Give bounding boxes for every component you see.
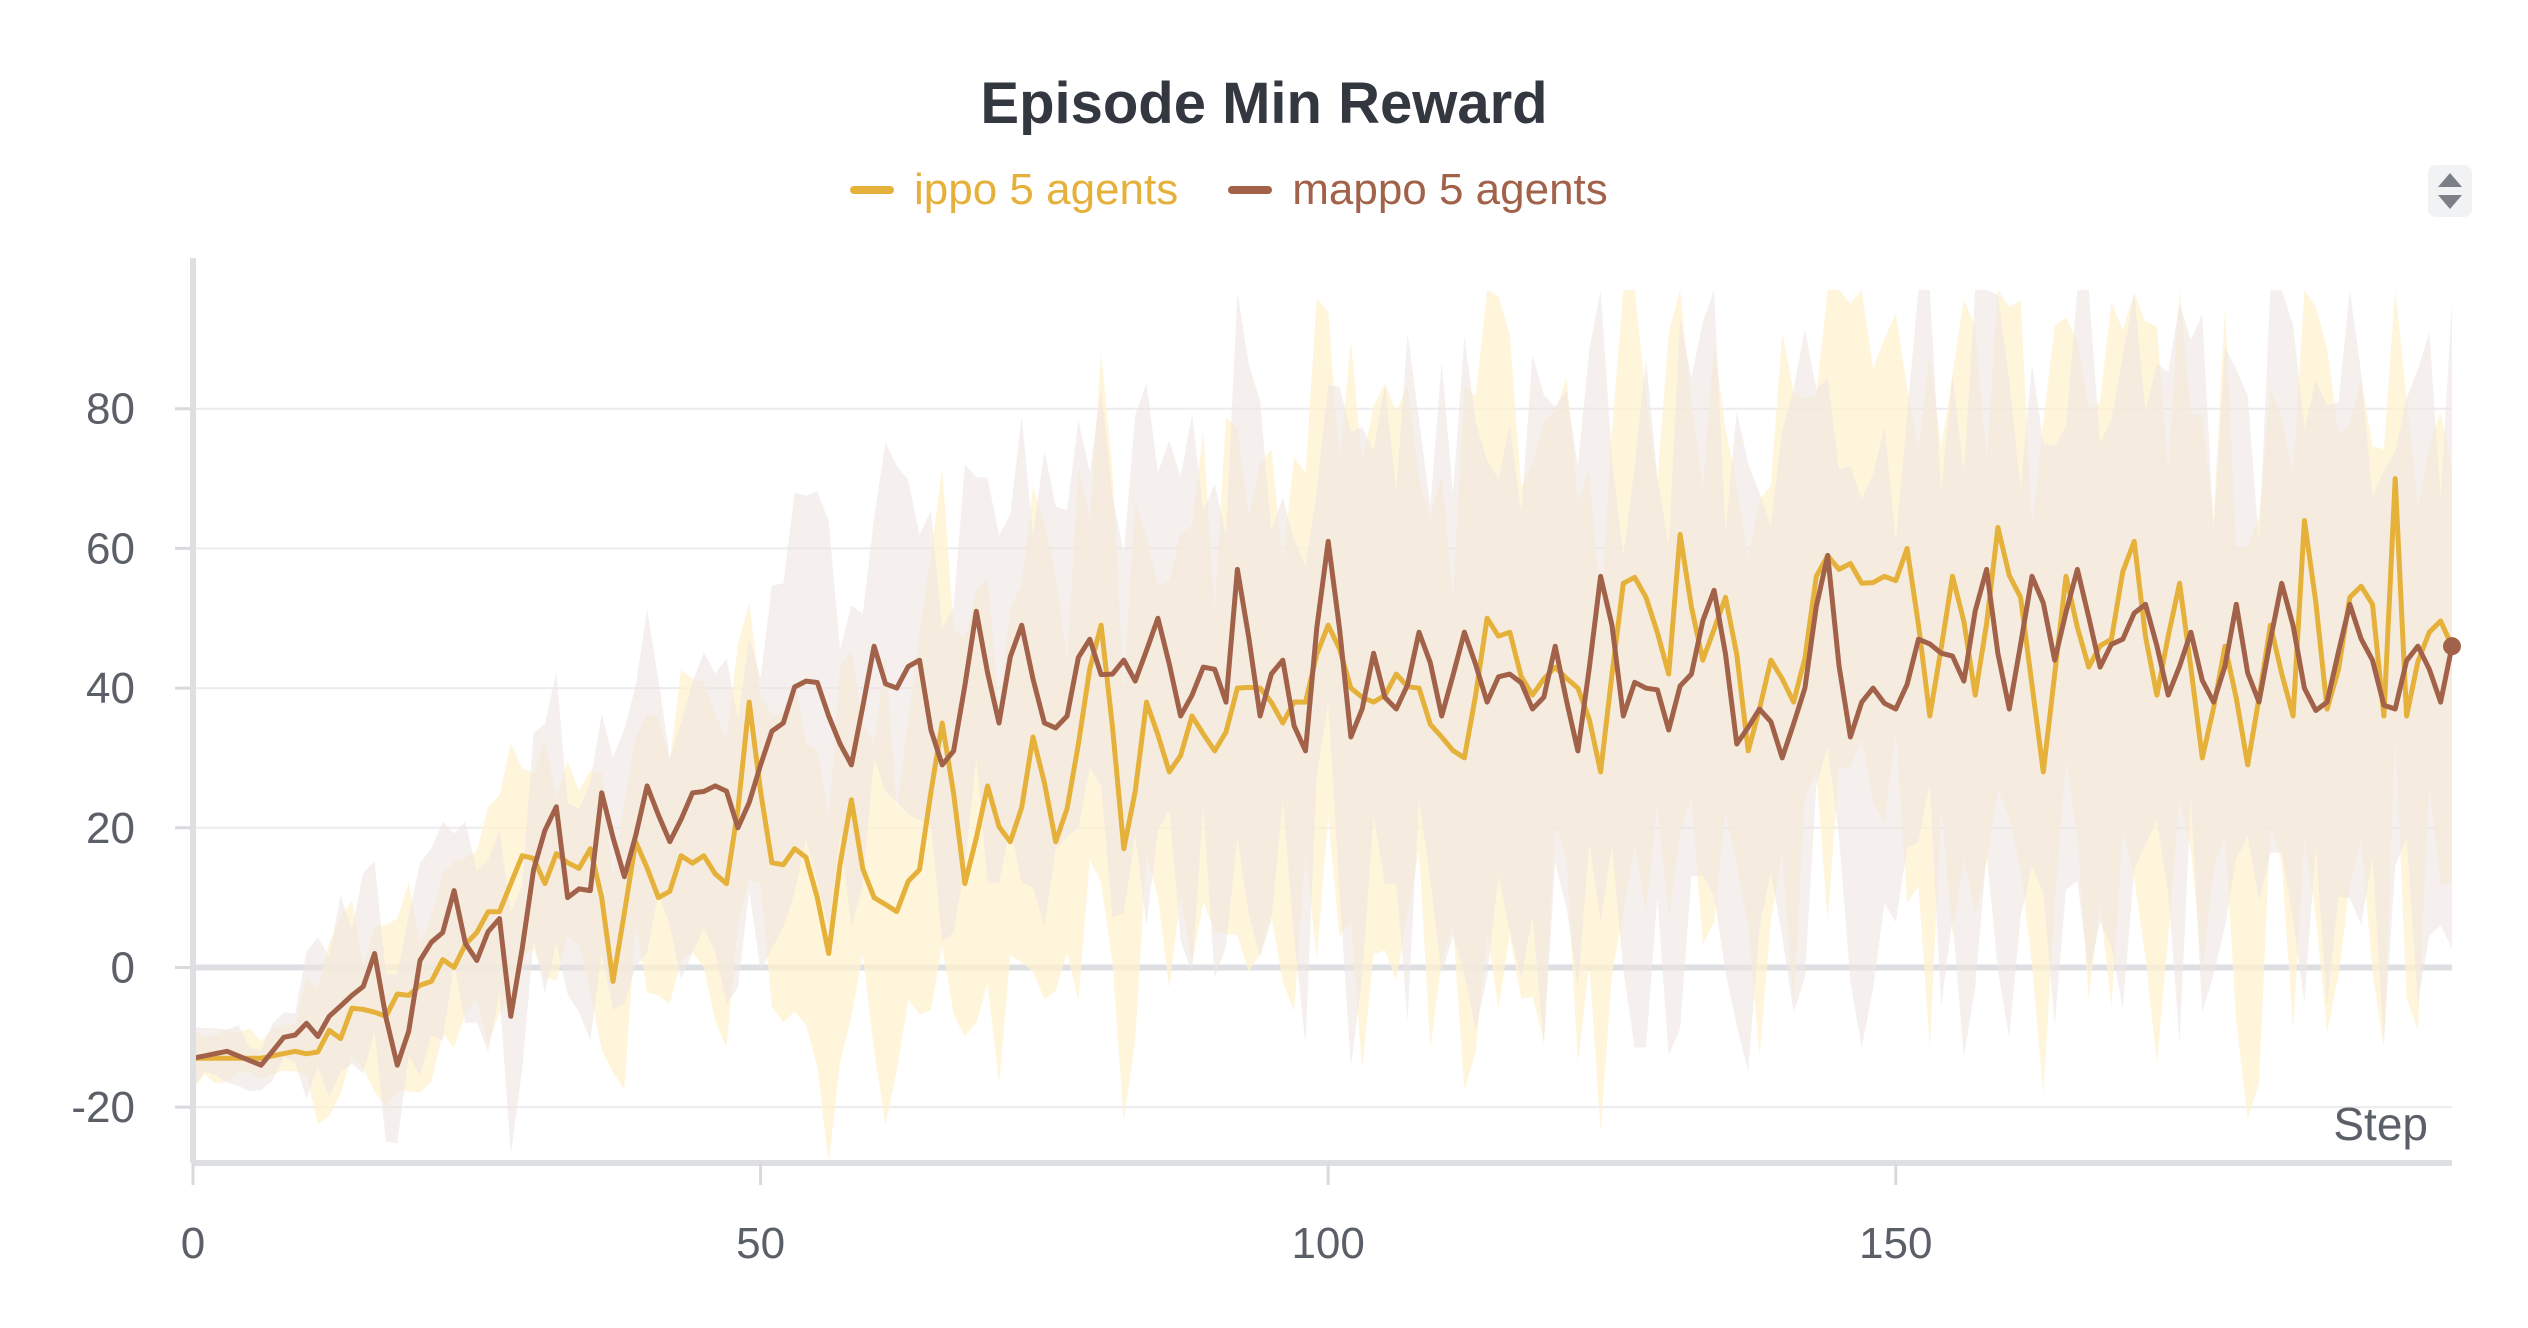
y-tick-label: 20 bbox=[86, 804, 135, 853]
legend-item-ippo[interactable]: ippo 5 agents bbox=[850, 165, 1178, 215]
legend-label-mappo: mappo 5 agents bbox=[1292, 165, 1608, 214]
y-tick-label: 80 bbox=[86, 385, 135, 434]
chevron-down-icon bbox=[2438, 195, 2462, 209]
legend-swatch-mappo bbox=[1228, 186, 1273, 194]
line-layer bbox=[192, 476, 2461, 1068]
y-tick-label: -20 bbox=[71, 1083, 135, 1132]
legend-swatch-ippo bbox=[850, 186, 894, 194]
legend-label-ippo: ippo 5 agents bbox=[914, 165, 1179, 214]
y-tick-label: 40 bbox=[86, 664, 135, 713]
band-mappo bbox=[193, 290, 2452, 1155]
x-tick-label: 100 bbox=[1291, 1219, 1364, 1268]
chart-title: Episode Min Reward bbox=[980, 71, 1548, 136]
x-tick-label: 0 bbox=[181, 1219, 205, 1268]
legend: ippo 5 agents mappo 5 agents bbox=[850, 165, 1650, 215]
y-tick-label: 60 bbox=[86, 524, 135, 573]
x-axis-label: Step bbox=[2333, 1098, 2428, 1150]
series-line-ippo bbox=[193, 476, 2455, 1061]
series-end-marker bbox=[2443, 637, 2461, 656]
axis-layer: -20 0 20 40 60 80 0 50 100 150 bbox=[71, 258, 2452, 1268]
legend-item-mappo[interactable]: mappo 5 agents bbox=[1228, 165, 1608, 215]
chevron-up-icon bbox=[2438, 173, 2462, 187]
x-tick-label: 150 bbox=[1859, 1219, 1932, 1268]
series-line-mappo bbox=[192, 538, 2455, 1068]
band-layer bbox=[193, 290, 2452, 1163]
x-tick-label: 50 bbox=[736, 1219, 785, 1268]
y-tick-label: 0 bbox=[111, 943, 135, 992]
legend-scroll-button[interactable] bbox=[2428, 165, 2472, 217]
